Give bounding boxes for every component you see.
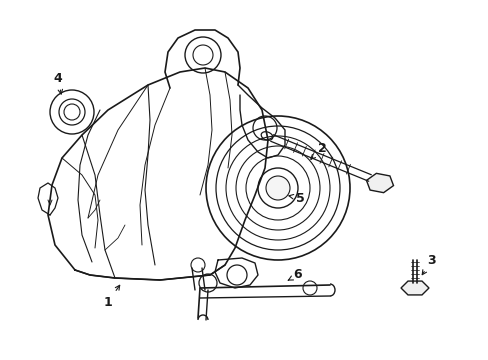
Circle shape [265, 176, 289, 200]
Text: 3: 3 [421, 253, 435, 275]
Text: 1: 1 [103, 285, 120, 309]
Text: 5: 5 [288, 192, 304, 204]
Text: 6: 6 [287, 269, 302, 282]
Polygon shape [400, 281, 428, 295]
Text: 2: 2 [310, 141, 325, 159]
Polygon shape [366, 174, 393, 193]
Text: 4: 4 [54, 72, 62, 94]
